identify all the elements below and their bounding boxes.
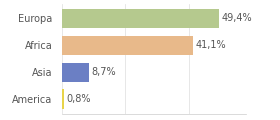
Text: 8,7%: 8,7% (92, 67, 116, 77)
Text: 0,8%: 0,8% (67, 94, 91, 104)
Bar (62, 9, 219, 28)
Bar (62, 36, 193, 55)
Bar (62, 90, 64, 109)
Text: 41,1%: 41,1% (195, 40, 226, 50)
Bar (62, 63, 89, 82)
Text: 49,4%: 49,4% (221, 13, 252, 23)
